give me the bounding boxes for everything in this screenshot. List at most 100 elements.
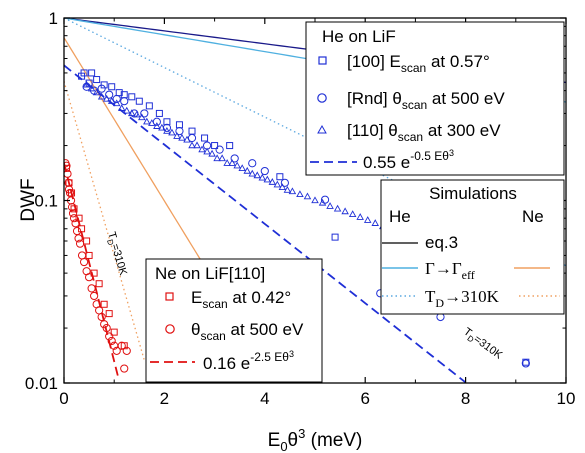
x-tick-label: 6 — [360, 389, 369, 408]
legend-ne-fit: 0.16 e-2.5 Eθ3 — [150, 349, 294, 373]
data-point-circle — [248, 159, 257, 168]
data-point-circle — [112, 346, 121, 355]
data-point-circle — [105, 332, 114, 341]
data-point-triangle — [296, 190, 304, 198]
data-point-triangle — [163, 126, 171, 134]
data-point-circle — [122, 346, 131, 355]
data-point-triangle — [283, 185, 292, 193]
legend-ne: Ne on LiF[110] Escan at 0.42° θscan at 5… — [145, 258, 323, 383]
legend-ne-title: Ne on LiF[110] — [155, 264, 265, 283]
data-point-square — [201, 134, 209, 142]
data-point-circle — [90, 291, 99, 301]
data-point-square — [90, 269, 98, 277]
data-point-triangle — [148, 119, 156, 126]
data-point-triangle — [193, 141, 201, 149]
data-point-triangle — [117, 104, 126, 111]
data-point-circle — [97, 312, 106, 322]
data-point-square — [108, 83, 116, 91]
data-point-circle — [112, 94, 121, 104]
data-point-triangle — [178, 133, 186, 141]
legend-sim-row-td-label: TD→310K — [425, 287, 500, 310]
legend-he-item-1: [Rnd] θscan at 500 eV — [317, 89, 505, 112]
data-point-triangle — [218, 154, 226, 162]
legend-square-marker — [318, 56, 327, 65]
data-point-triangle — [158, 123, 166, 131]
data-point-circle — [74, 234, 83, 243]
x-tick-label: 0 — [59, 389, 68, 408]
data-point-square — [135, 97, 143, 105]
td-he-annotation: TD=310K — [460, 326, 505, 364]
data-point-square — [128, 93, 136, 101]
legend-triangle-marker — [317, 124, 327, 134]
legend-square-marker — [165, 292, 174, 301]
data-point-triangle — [138, 113, 146, 121]
legend-he: He on LiF [100] Escan at 0.57° [Rnd] θsc… — [305, 21, 565, 176]
legend-ne-item-0-label: Escan at 0.42° — [191, 288, 291, 311]
data-point-triangle — [153, 122, 161, 129]
data-point-triangle — [173, 132, 181, 139]
data-point-triangle — [371, 219, 380, 226]
data-point-square — [276, 173, 284, 181]
data-point-circle — [64, 185, 74, 194]
data-point-triangle — [97, 92, 106, 100]
x-tick-label: 10 — [557, 389, 576, 408]
data-point-triangle — [133, 110, 141, 118]
data-point-triangle — [333, 204, 342, 212]
data-point-triangle — [203, 147, 211, 155]
legend-sim-title: Simulations — [429, 184, 517, 203]
data-point-circle — [64, 178, 73, 187]
data-point-circle — [107, 336, 116, 346]
data-point-triangle — [326, 202, 334, 209]
legend-sim-col-he: He — [389, 207, 411, 226]
data-point-square — [95, 280, 103, 288]
legend-sim-col-ne: Ne — [522, 207, 544, 226]
data-point-circle — [120, 364, 129, 373]
legend-he-item-1-label: [Rnd] θscan at 500 eV — [347, 89, 505, 112]
data-point-circle — [87, 284, 96, 293]
data-point-circle — [67, 203, 77, 212]
data-point-circle — [64, 161, 71, 170]
x-tick-label: 2 — [160, 389, 169, 408]
data-point-square — [163, 118, 171, 126]
data-point-square — [145, 102, 153, 110]
y-tick-label: 0.01 — [25, 374, 58, 393]
data-point-circle — [175, 127, 184, 136]
series-line-4 — [64, 163, 120, 378]
data-point-triangle — [258, 173, 267, 181]
x-axis-title: E0θ3 (meV) — [268, 426, 363, 453]
data-point-circle — [280, 178, 289, 187]
data-point-circle — [215, 145, 224, 154]
data-point-triangle — [303, 192, 312, 200]
legend-sim: Simulations He Ne eq.3 Γ→Γeff TD→310K — [380, 179, 565, 315]
data-point-circle — [64, 169, 72, 178]
data-point-square — [88, 69, 96, 77]
data-point-circle — [97, 84, 106, 93]
data-point-triangle — [348, 210, 357, 217]
legend-ne-item-1-label: θscan at 500 eV — [191, 320, 304, 343]
data-point-triangle — [122, 106, 131, 114]
legend-he-fit-label: 0.55 e-0.5 Eθ3 — [363, 148, 454, 172]
legend-he-item-0: [100] Escan at 0.57° — [318, 52, 490, 75]
data-point-circle — [77, 251, 87, 260]
data-point-triangle — [82, 80, 91, 88]
legend-he-item-2-label: [110] θscan at 300 eV — [347, 121, 501, 144]
data-point-triangle — [168, 128, 176, 136]
y-tick-label: 0.1 — [34, 192, 58, 211]
data-point-circle — [72, 226, 82, 236]
x-tick-label: 8 — [461, 389, 470, 408]
legend-he-item-0-label: [100] Escan at 0.57° — [347, 52, 490, 75]
data-point-square — [100, 300, 108, 308]
data-point-triangle — [188, 141, 196, 149]
data-point-triangle — [248, 169, 257, 177]
data-point-square — [70, 205, 78, 213]
data-point-triangle — [288, 187, 297, 195]
legend-ne-box — [145, 258, 323, 383]
data-point-triangle — [233, 161, 241, 169]
data-point-triangle — [128, 109, 136, 117]
data-point-square — [211, 142, 219, 150]
data-point-square — [226, 142, 234, 150]
legend-he-box — [305, 21, 565, 176]
data-point-circle — [140, 109, 149, 118]
legend-circle-marker — [317, 93, 327, 103]
data-point-square — [331, 233, 339, 241]
